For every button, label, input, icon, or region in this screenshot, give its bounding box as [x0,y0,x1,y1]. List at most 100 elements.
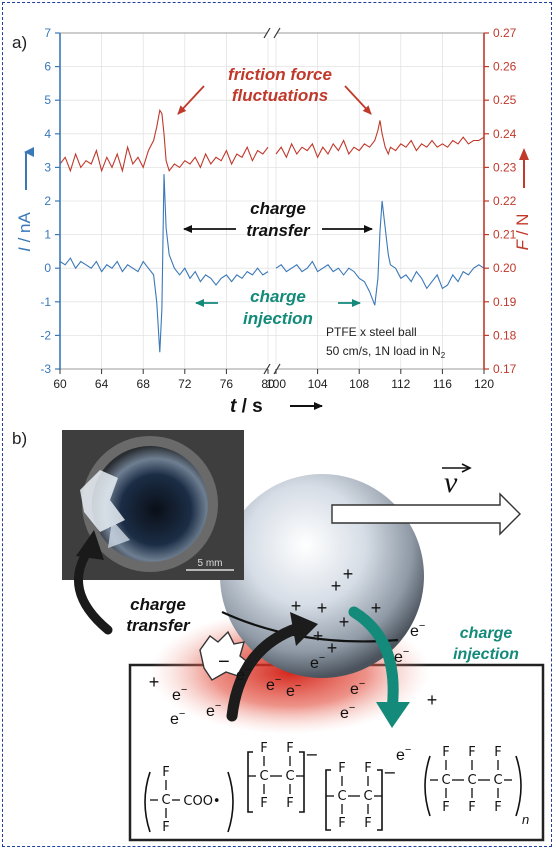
fluorine-atom: F [442,745,449,760]
debris-minus: − [218,651,230,673]
x-tick-label: 60 [53,377,67,391]
transfer-arrow-head [290,612,318,646]
series-layer [59,108,485,353]
scale-label: 5 mm [198,558,223,569]
left-axis-unit: / nA [15,211,34,247]
x-tick-label: 108 [349,377,369,391]
x-tick-label: 76 [220,377,234,391]
photo-debris [80,470,125,532]
conditions-line2: 50 cm/s, 1N load in N2 [326,344,446,360]
electron: e− [170,708,185,728]
positive-charge: + [343,564,354,584]
charge-transfer-label-line2: transfer [246,221,311,240]
injection-arrow-head [376,702,410,728]
right-axis-symbol: F [513,238,532,250]
left-tick-label: -2 [40,328,51,342]
electron: e− [310,652,325,672]
right-tick-label: 0.23 [493,160,517,174]
bracket [424,755,431,817]
right-tick-label: 0.27 [493,26,517,40]
bracket [144,771,151,833]
velocity-symbol: v [444,466,458,499]
bracket [247,751,253,813]
electron: e− [410,620,425,640]
fluorine-atom: F [494,800,501,815]
carbon-atom: C [467,773,476,788]
carbon-atom: C [441,773,450,788]
fluorine-atom: F [260,796,267,811]
x-tick-label: 64 [95,377,109,391]
electron: e− [350,678,365,698]
left-tick-label: -1 [40,295,51,309]
wear-track-photo: 5 mm [62,430,244,580]
x-tick-label: 120 [474,377,494,391]
panel-b-charge-transfer-2: transfer [126,616,191,635]
fluorine-atom: F [162,820,169,835]
x-axis-symbol: t [230,396,237,417]
axis-break-slash [263,27,271,39]
positive-charge: + [331,576,342,596]
right-tick-label: 0.22 [493,194,517,208]
bracket [299,751,305,813]
x-tick-label: 112 [391,377,410,391]
x-tick-label: 72 [178,377,192,391]
axis-break [263,27,281,375]
electron: e− [286,680,301,700]
right-axis-unit: / N [513,214,532,240]
positive-charge: + [313,626,324,646]
friction-label-line1: friction force [228,65,332,84]
fluorine-atom: F [494,745,501,760]
carbon-atom: C [363,789,372,804]
anion-charge: − [305,745,318,764]
right-tick-label: 0.17 [493,362,517,376]
x-tick-label: 104 [308,377,328,391]
right-axis-arrow-head [519,148,529,160]
panel-b-charge-injection-2: injection [453,646,519,663]
panel-b-charge-injection-1: charge [460,625,513,642]
positive-charge: + [371,598,382,618]
right-axis-title: F / N [513,214,532,251]
axis-break-slash [263,363,271,375]
left-tick-label: 5 [44,93,51,107]
fluorine-atom: F [468,800,475,815]
left-axis-title: I / nA [15,211,34,251]
ptfe-debris-particle [199,630,252,681]
carbon-atom: C [259,769,268,784]
electron: e− [340,702,355,722]
velocity-vector-tip [461,463,472,473]
electron: e− [394,646,409,666]
photo-debris-2 [108,520,130,548]
left-axis-symbol: I [15,247,34,252]
panel-a-label: a) [12,33,27,52]
charge-injection-label-line2: injection [243,309,313,328]
friction-trace [59,108,269,173]
fluorine-atom: F [338,761,345,776]
conditions-line1: PTFE x steel ball [326,325,417,339]
left-tick-label: 4 [44,127,51,141]
fluorine-atom: F [162,765,169,780]
fluorine-atom: F [286,796,293,811]
charges-layer: +++ +++++++e−e−e−e−e−e−e− e−e−e−e−e− [149,564,438,764]
injection-arrow [348,606,399,716]
left-tick-label: 7 [44,26,51,40]
repeat-subscript: n [522,812,529,827]
x-tick-label: 68 [137,377,151,391]
left-tick-label: 6 [44,60,51,74]
right-tick-label: 0.19 [493,295,517,309]
x-tick-label: 80 [261,377,275,391]
carbon-atom: C [493,773,502,788]
right-tick-label: 0.25 [493,93,517,107]
electron: e− [206,700,221,720]
fluorine-atom: F [338,816,345,831]
electron: e− [172,684,187,704]
debris-arrow-head [76,530,104,560]
bracket [377,769,383,831]
x-axis-unit: / s [236,396,262,417]
x-tick-label: 100 [266,377,286,391]
axis-break-slash [273,27,281,39]
bracket [515,755,522,817]
charge-injection-label-line1: charge [250,287,306,306]
positive-charge: + [339,612,350,632]
